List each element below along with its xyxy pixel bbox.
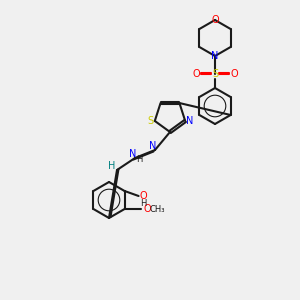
Text: S: S <box>212 69 218 79</box>
Text: O: O <box>144 204 152 214</box>
Text: O: O <box>192 69 200 79</box>
Text: H: H <box>136 155 142 164</box>
Text: N: N <box>129 149 137 159</box>
Text: N: N <box>149 141 157 151</box>
Text: O: O <box>140 191 147 201</box>
Text: N: N <box>211 51 219 61</box>
Text: N: N <box>185 116 193 126</box>
Text: O: O <box>230 69 238 79</box>
Text: CH₃: CH₃ <box>150 205 165 214</box>
Text: O: O <box>211 15 219 25</box>
Text: H: H <box>140 200 147 208</box>
Text: S: S <box>148 116 154 126</box>
Text: H: H <box>108 161 116 171</box>
